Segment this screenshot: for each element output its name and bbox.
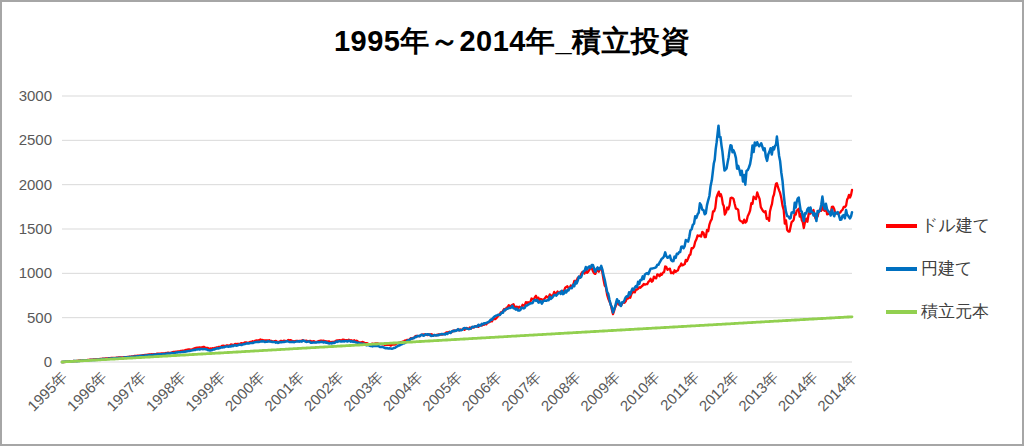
chart-frame: 1995年～2014年_積立投資 05001000150020002500300…: [0, 0, 1024, 446]
y-tick-label: 3000: [19, 87, 52, 104]
x-tick-label: 1999年: [182, 368, 228, 414]
y-tick-label: 2500: [19, 131, 52, 148]
y-tick-label: 0: [44, 353, 52, 370]
series-line-principal: [62, 317, 852, 362]
legend-line-swatch-dollar: [886, 224, 917, 228]
x-tick-label: 2008年: [537, 368, 583, 414]
legend-line-swatch-yen: [886, 267, 917, 271]
x-tick-label: 2006年: [458, 368, 504, 414]
x-tick-label: 2003年: [340, 368, 386, 414]
x-tick-label: 2010年: [616, 368, 662, 414]
x-tick-label: 1997年: [103, 368, 149, 414]
x-tick-label: 1996年: [63, 368, 109, 414]
x-tick-label: 2001年: [261, 368, 307, 414]
x-tick-label: 2002年: [300, 368, 346, 414]
legend-label-principal: 積立元本: [921, 300, 989, 323]
legend-item-yen: 円建て: [886, 247, 1022, 290]
x-tick-label: 1998年: [142, 368, 188, 414]
y-tick-label: 500: [27, 309, 52, 326]
x-tick-label: 2009年: [577, 368, 623, 414]
y-tick-label: 2000: [19, 176, 52, 193]
legend-line-swatch-principal: [886, 310, 917, 314]
legend-label-yen: 円建て: [921, 257, 972, 280]
x-tick-label: 1995年: [24, 368, 70, 414]
x-tick-label: 2014年: [774, 368, 820, 414]
legend: ドル建て 円建て 積立元本: [886, 204, 1022, 333]
x-tick-label: 2014年: [814, 368, 860, 414]
x-tick-label: 2005年: [419, 368, 465, 414]
series-line-dollar: [62, 183, 852, 362]
line-chart: 0500100015002000250030001995年1996年1997年1…: [2, 2, 1022, 444]
x-tick-label: 2011年: [657, 368, 702, 413]
x-tick-label: 2013年: [735, 368, 781, 414]
series-line-yen: [62, 126, 852, 362]
x-tick-label: 2004年: [379, 368, 425, 414]
x-tick-label: 2000年: [221, 368, 267, 414]
x-tick-label: 2012年: [695, 368, 741, 414]
legend-label-dollar: ドル建て: [921, 214, 990, 237]
y-tick-label: 1000: [19, 264, 52, 281]
y-tick-label: 1500: [19, 220, 52, 237]
legend-item-principal: 積立元本: [886, 290, 1022, 333]
x-tick-label: 2007年: [498, 368, 544, 414]
legend-item-dollar: ドル建て: [886, 204, 1022, 247]
